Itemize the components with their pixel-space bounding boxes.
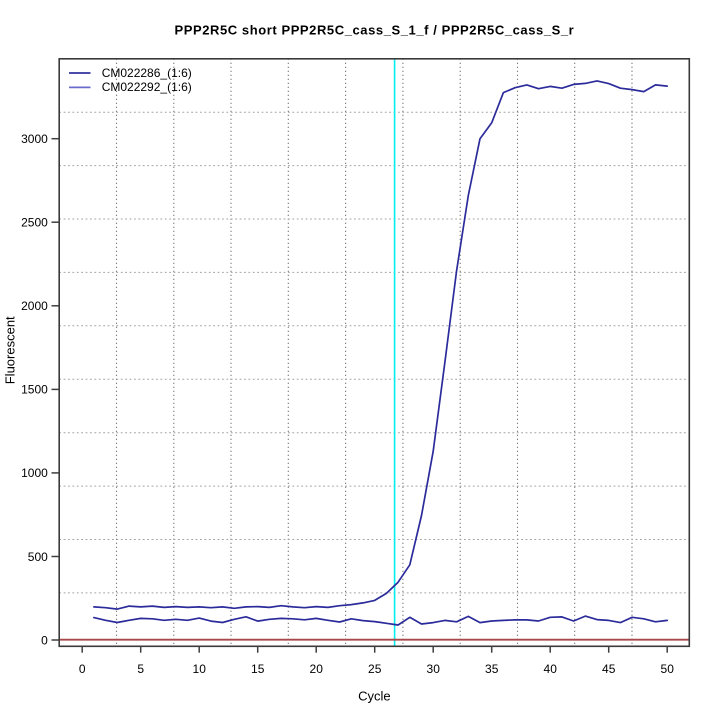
- svg-text:2500: 2500: [21, 216, 48, 230]
- svg-text:0: 0: [41, 633, 48, 647]
- svg-text:Fluorescent: Fluorescent: [2, 316, 17, 384]
- svg-text:0: 0: [79, 662, 86, 676]
- svg-text:CM022292_(1:6): CM022292_(1:6): [102, 80, 192, 94]
- svg-text:30: 30: [427, 662, 441, 676]
- svg-text:15: 15: [251, 662, 265, 676]
- svg-text:500: 500: [28, 550, 48, 564]
- svg-text:Cycle: Cycle: [358, 689, 391, 704]
- svg-text:20: 20: [310, 662, 324, 676]
- svg-text:CM022286_(1:6): CM022286_(1:6): [102, 66, 192, 80]
- svg-text:50: 50: [661, 662, 675, 676]
- svg-text:3000: 3000: [21, 132, 48, 146]
- svg-text:5: 5: [137, 662, 144, 676]
- svg-text:1000: 1000: [21, 466, 48, 480]
- svg-text:10: 10: [193, 662, 207, 676]
- svg-text:45: 45: [602, 662, 616, 676]
- svg-text:40: 40: [544, 662, 558, 676]
- svg-text:PPP2R5C short PPP2R5C_cass_S_1: PPP2R5C short PPP2R5C_cass_S_1_f / PPP2R…: [175, 22, 575, 37]
- svg-text:1500: 1500: [21, 383, 48, 397]
- svg-text:25: 25: [368, 662, 382, 676]
- svg-text:35: 35: [485, 662, 499, 676]
- svg-text:2000: 2000: [21, 299, 48, 313]
